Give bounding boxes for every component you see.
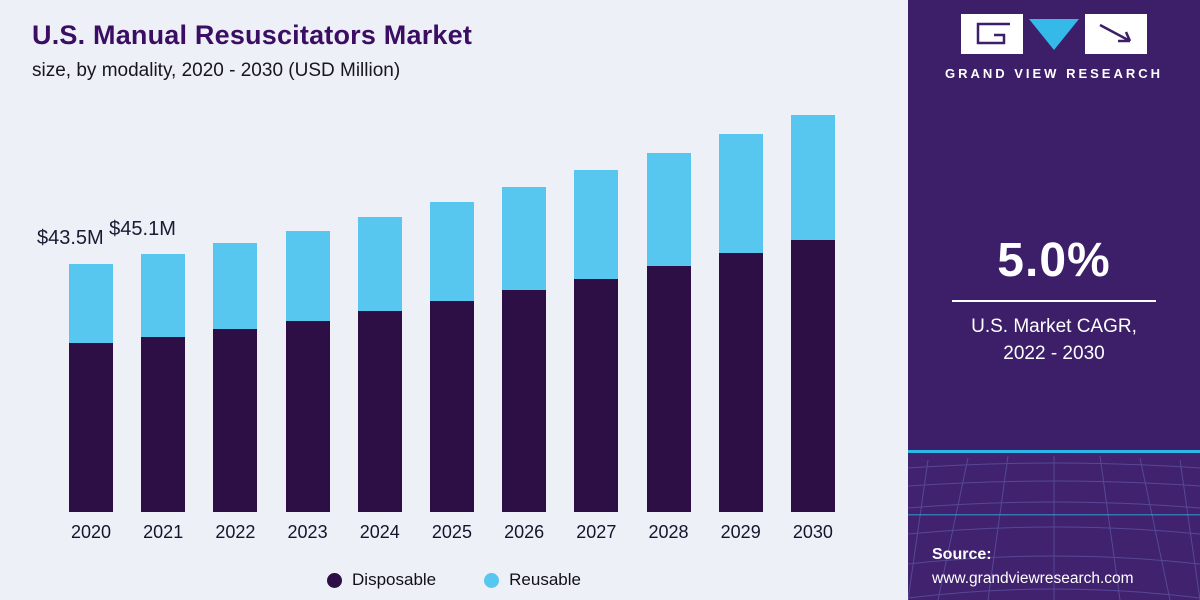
legend-label-reusable: Reusable <box>509 570 581 589</box>
x-axis-label-2030: 2030 <box>792 522 833 542</box>
bar-group-2020: 2020 <box>55 112 127 548</box>
legend: Disposable Reusable <box>0 570 908 590</box>
cagr-block: 5.0% U.S. Market CAGR, 2022 - 2030 <box>908 233 1200 367</box>
x-axis-label-2026: 2026 <box>504 522 545 542</box>
source-label: Source: <box>932 546 992 563</box>
legend-label-disposable: Disposable <box>352 570 437 589</box>
x-axis-label-2024: 2024 <box>359 522 400 542</box>
stacked-bar-2022 <box>213 243 258 512</box>
bar-segment-disposable-2023 <box>285 320 330 512</box>
stacked-bar-2023 <box>285 230 330 512</box>
logo-triangle-icon <box>1023 14 1085 54</box>
plot-area: 2020 2021 2022 2023 2024 2025 2026 2027 2028 2029… <box>55 112 849 548</box>
bar-segment-reusable-2027 <box>574 170 619 279</box>
bar-segment-disposable-2022 <box>213 329 258 512</box>
stacked-bar-2021 <box>141 254 186 512</box>
stacked-bar-2027 <box>574 170 619 512</box>
x-axis-label-2023: 2023 <box>287 522 328 542</box>
stacked-bar-2030 <box>790 114 835 512</box>
annotation-2021: $45.1M <box>109 218 176 241</box>
annotation-2020: $43.5M <box>37 227 104 250</box>
chart-panel: U.S. Manual Resuscitators Market size, b… <box>0 20 908 590</box>
stacked-bar-2029 <box>718 134 763 512</box>
cagr-label: U.S. Market CAGR, 2022 - 2030 <box>908 314 1200 367</box>
bar-group-2022: 2022 <box>199 112 271 548</box>
bar-group-2030: 2030 <box>777 112 849 548</box>
bar-segment-reusable-2028 <box>646 152 691 267</box>
source-url: www.grandviewresearch.com <box>932 570 1134 587</box>
chart-title: U.S. Manual Resuscitators Market <box>32 20 473 50</box>
bar-segment-disposable-2028 <box>646 266 691 512</box>
bar-group-2027: 2027 <box>560 112 632 548</box>
bar-group-2025: 2025 <box>416 112 488 548</box>
bar-segment-disposable-2027 <box>574 278 619 512</box>
bar-group-2029: 2029 <box>705 112 777 548</box>
bar-segment-reusable-2029 <box>718 134 763 254</box>
bar-segment-disposable-2021 <box>141 336 186 512</box>
stacked-bar-2024 <box>357 217 402 512</box>
logo-g-icon <box>961 14 1023 54</box>
bar-group-2024: 2024 <box>344 112 416 548</box>
bar-segment-disposable-2026 <box>502 290 547 512</box>
bar-segment-reusable-2030 <box>790 114 835 240</box>
mesh-decoration <box>908 450 1200 600</box>
gvr-logo <box>908 14 1200 54</box>
x-axis-label-2021: 2021 <box>143 522 184 542</box>
x-axis-label-2029: 2029 <box>720 522 761 542</box>
legend-swatch-disposable <box>327 572 343 588</box>
bar-segment-reusable-2020 <box>69 263 113 343</box>
bar-group-2021: 2021 <box>127 112 199 548</box>
x-axis-label-2020: 2020 <box>70 522 112 542</box>
bar-segment-reusable-2026 <box>502 186 547 291</box>
brand-sidebar: GRAND VIEW RESEARCH 5.0% U.S. Market CAG… <box>908 0 1200 600</box>
x-axis-label-2028: 2028 <box>648 522 689 542</box>
bar-segment-reusable-2022 <box>213 243 258 330</box>
bar-segment-reusable-2024 <box>357 217 402 311</box>
x-axis-label-2022: 2022 <box>215 522 256 542</box>
cagr-label-line1: U.S. Market CAGR, <box>971 316 1137 337</box>
bar-group-2026: 2026 <box>488 112 560 548</box>
stacked-bar-2026 <box>502 186 547 512</box>
cagr-label-line2: 2022 - 2030 <box>1003 342 1105 364</box>
bar-segment-reusable-2021 <box>141 254 186 337</box>
bar-segment-disposable-2020 <box>69 342 113 512</box>
bar-segment-disposable-2030 <box>790 240 835 512</box>
bar-segment-disposable-2024 <box>357 310 402 512</box>
legend-item-reusable: Reusable <box>484 570 581 590</box>
cagr-divider <box>952 300 1156 302</box>
source-block: Source: www.grandviewresearch.com <box>932 546 1134 588</box>
legend-item-disposable: Disposable <box>327 570 436 590</box>
bar-segment-disposable-2029 <box>718 253 763 512</box>
bar-group-2028: 2028 <box>633 112 705 548</box>
brand-name: GRAND VIEW RESEARCH <box>944 66 1164 81</box>
legend-swatch-reusable <box>484 572 500 588</box>
stacked-bar-2020 <box>69 263 113 512</box>
cagr-value: 5.0% <box>997 234 1111 287</box>
x-axis-label-2025: 2025 <box>431 522 472 542</box>
stacked-bar-2025 <box>429 202 474 512</box>
x-axis-label-2027: 2027 <box>576 522 617 542</box>
bar-segment-reusable-2025 <box>429 202 474 301</box>
chart-subtitle: size, by modality, 2020 - 2030 (USD Mill… <box>32 60 401 81</box>
bar-segment-disposable-2025 <box>429 300 474 512</box>
bar-group-2023: 2023 <box>272 112 344 548</box>
logo-arrow-icon <box>1085 14 1147 54</box>
bar-segment-reusable-2023 <box>285 230 330 321</box>
stacked-bar-2028 <box>646 152 691 512</box>
